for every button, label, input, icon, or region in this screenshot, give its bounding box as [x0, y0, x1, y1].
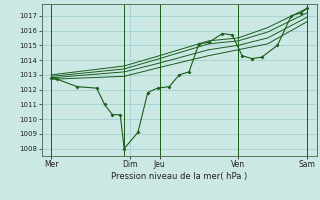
X-axis label: Pression niveau de la mer( hPa ): Pression niveau de la mer( hPa ): [111, 172, 247, 181]
